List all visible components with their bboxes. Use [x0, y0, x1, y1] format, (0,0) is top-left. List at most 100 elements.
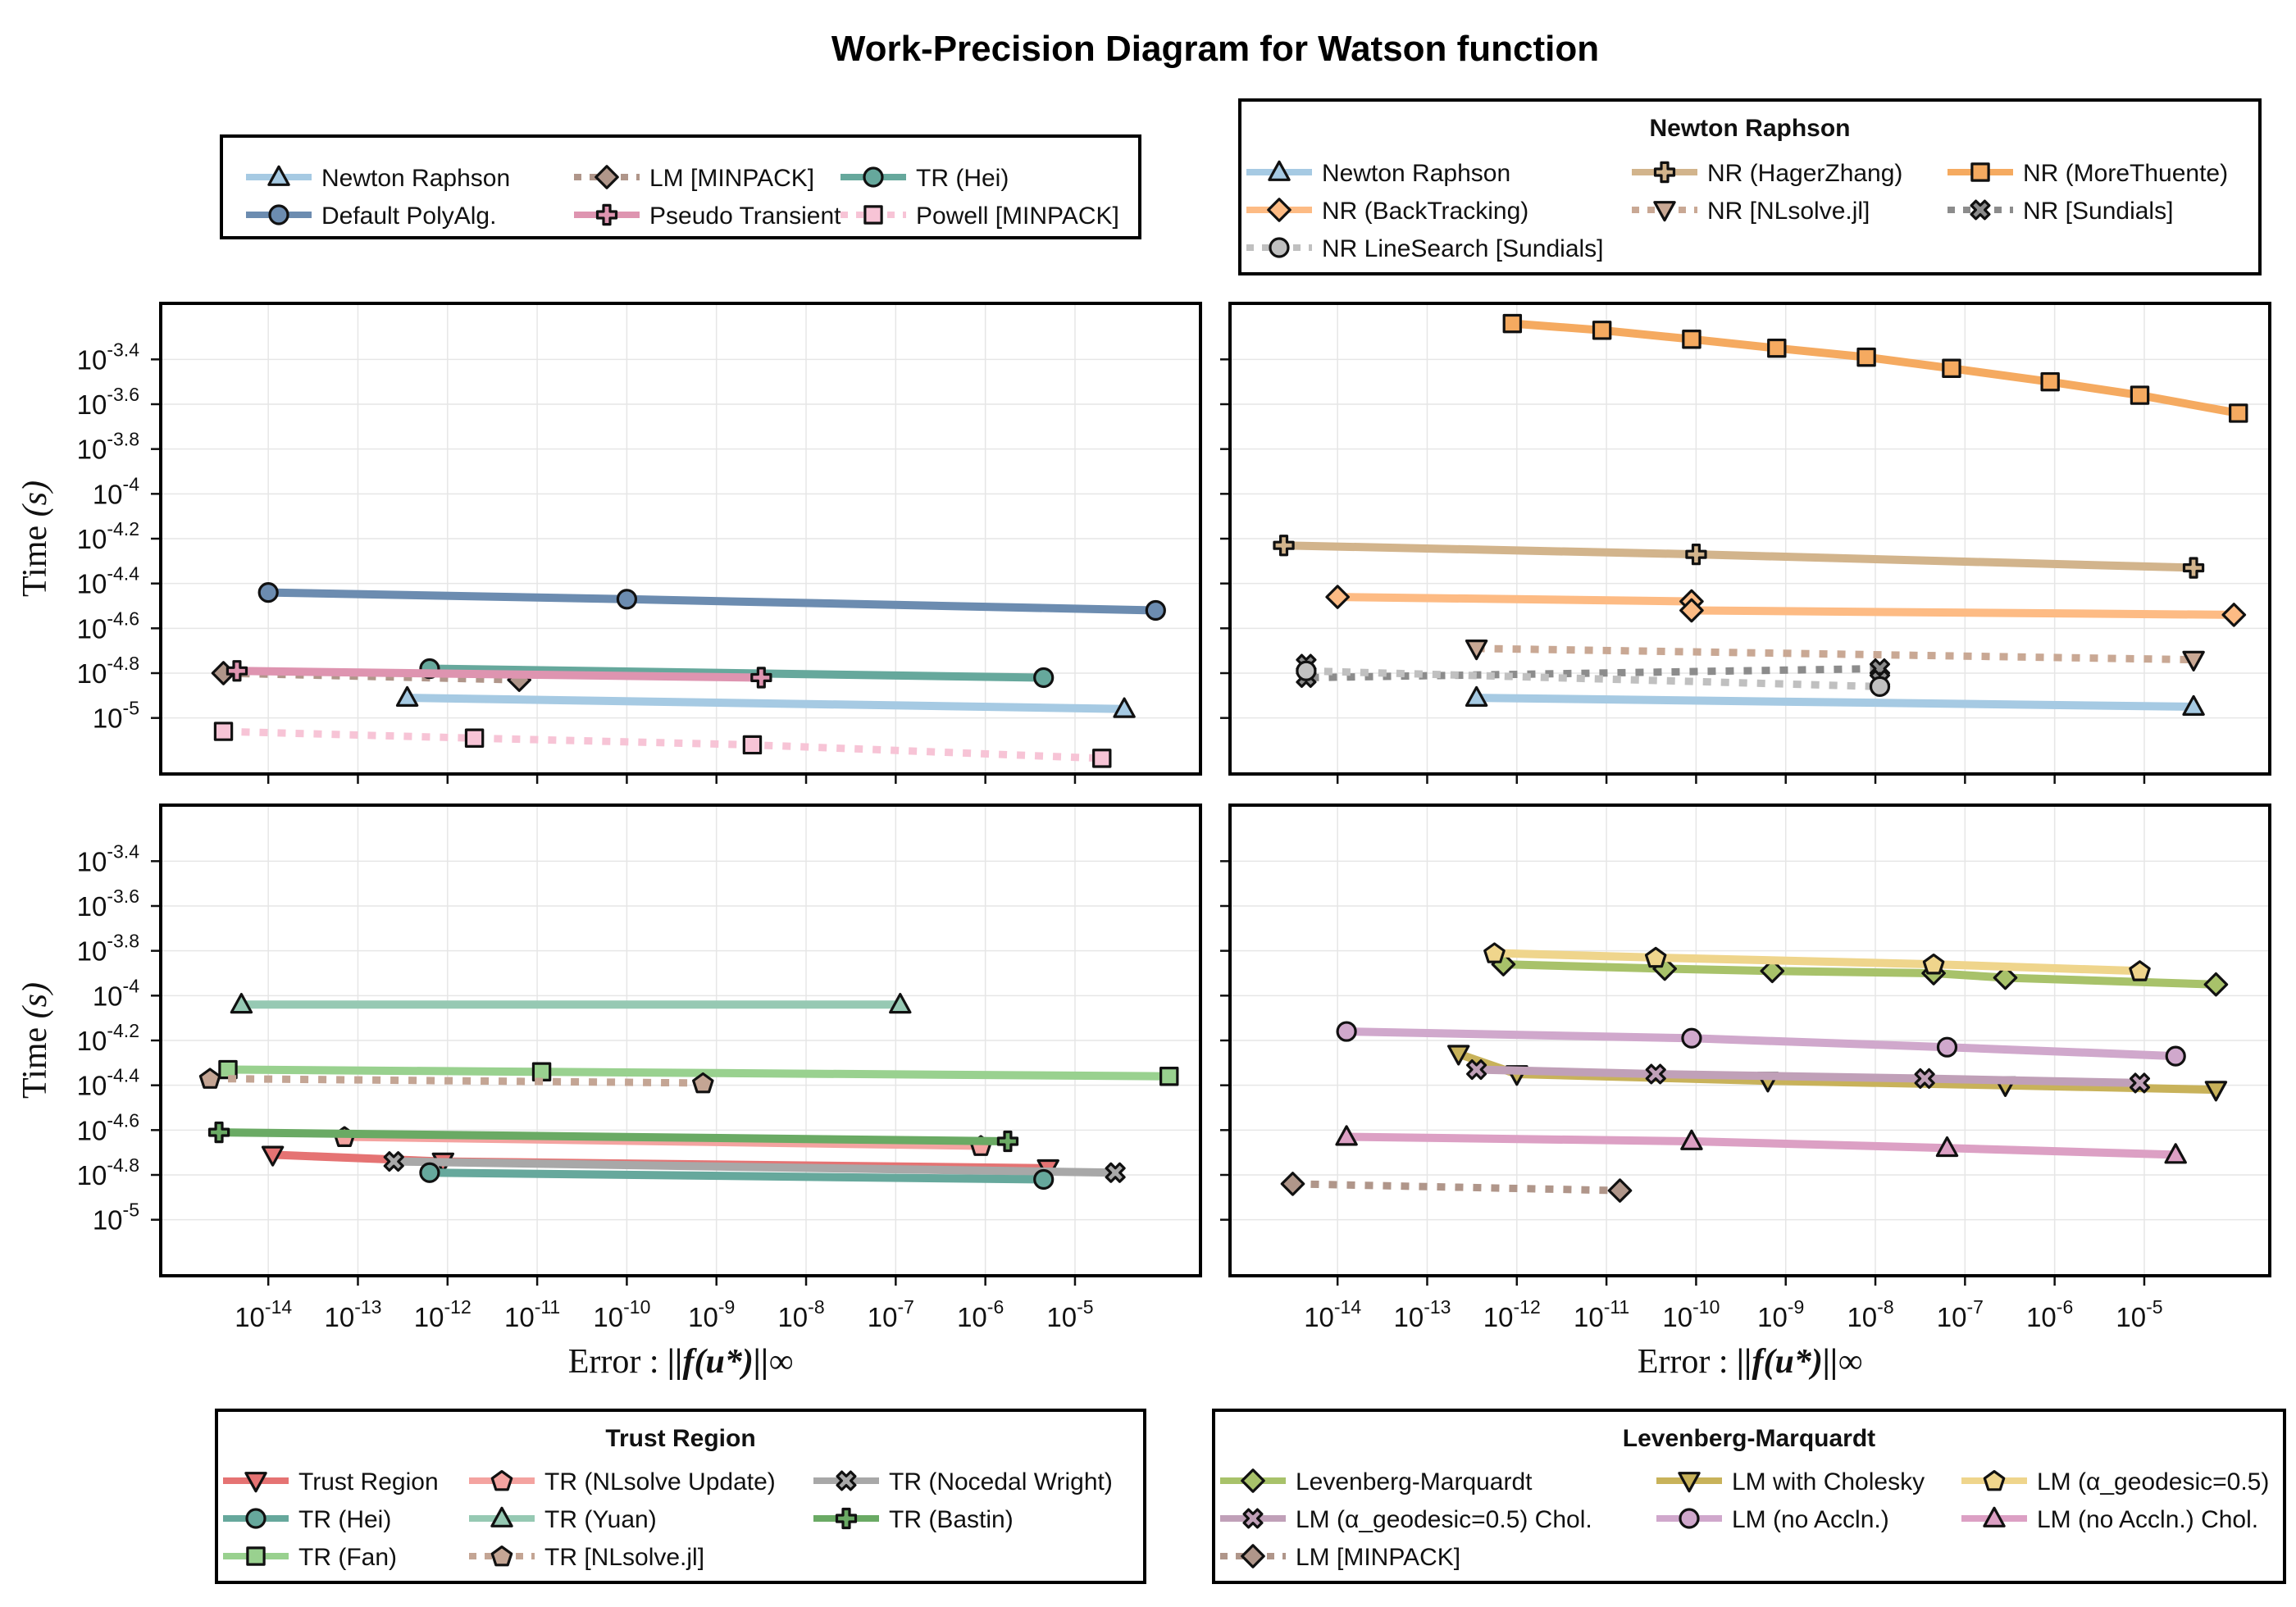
legend-marker [490, 1506, 513, 1527]
legend-entry-nr-morethuente: NR (MoreThuente) [1947, 160, 2228, 187]
data-point-powell-minpack [464, 728, 485, 748]
series-group [211, 581, 1166, 768]
legend-title: Levenberg-Marquardt [1623, 1425, 1875, 1452]
data-point-lm-no-accln-chol [1335, 1125, 1358, 1146]
series-line-nr-sundials [1302, 664, 1884, 681]
data-point-lm-with-cholesky [1446, 1045, 1470, 1066]
gridlines [161, 805, 1200, 1276]
x-tick-label: 10-5 [2116, 1296, 2162, 1332]
data-point-levenberg-marquardt [1993, 965, 2018, 990]
data-point-tr-fan [1159, 1067, 1179, 1086]
data-point-lm-geodesic-0-5-chol [1645, 1063, 1666, 1085]
data-point-nr-morethuente [2229, 403, 2248, 423]
y-tick-label: 10-4 [93, 473, 139, 509]
series-line-lm-geodesic-0-5 [1494, 949, 2140, 976]
data-point-trust-region [261, 1145, 285, 1167]
y-tick-labels: 10-3.4 10-3.6 10-3.8 10-4 10-4.2 10-4.4 10-4.6… [77, 339, 140, 733]
x-tick-label: 10-14 [235, 1296, 292, 1332]
legend-label: TR [NLsolve.jl] [544, 1544, 704, 1571]
legend-entry-tr-hei: TR (Hei) [223, 1506, 391, 1533]
x-tick-label: 10-8 [1847, 1296, 1893, 1332]
y-tick-label: 10-5 [93, 698, 139, 734]
legend-marker [490, 1545, 513, 1567]
legend-marker [267, 165, 290, 186]
legend-frame [215, 1409, 1146, 1584]
series-line-lm-no-accln-chol [1346, 1132, 2176, 1159]
data-point-tr-yuan [230, 992, 253, 1014]
legend-marker [595, 203, 618, 226]
legend-marker [244, 1472, 267, 1493]
data-point-nr-backtracking [2221, 603, 2247, 627]
data-point-newton-raphson [2182, 694, 2205, 717]
x-tick-label: 10-8 [777, 1296, 824, 1332]
legend-newton-raphson: Newton Raphson Newton Raphson NR (HagerZha… [1238, 98, 2262, 275]
y-tick-label: 10-3.8 [77, 931, 139, 967]
x-tick-label: 10-10 [593, 1296, 650, 1332]
legend-trust-region: Trust Region Trust Region TR (NLsolve Upda… [215, 1409, 1146, 1584]
legend-label: NR (HagerZhang) [1707, 160, 1902, 187]
data-point-tr-nocedal-wright [383, 1151, 404, 1172]
series-line-tr-hei [429, 1168, 1044, 1184]
axis-ticks [151, 358, 1077, 784]
axis-ticks [1220, 358, 2146, 784]
x-tick-label: 10-13 [324, 1296, 381, 1332]
legend-label: TR (NLsolve Update) [544, 1468, 776, 1495]
data-point-powell-minpack [742, 735, 763, 755]
legend-label: LM (α_geodesic=0.5) [2037, 1468, 2269, 1495]
plot-frame [159, 302, 1202, 776]
data-point-nr-morethuente [1856, 347, 1876, 367]
y-tick-label: 10-4.2 [77, 518, 139, 554]
x-tick-label: 10-5 [1046, 1296, 1093, 1332]
data-point-powell-minpack [1092, 749, 1112, 768]
x-tick-label: 10-10 [1662, 1296, 1720, 1332]
y-tick-label: 10-3.4 [77, 339, 140, 375]
plot-frame [159, 804, 1202, 1277]
data-point-tr-nlsolve-jl [198, 1068, 221, 1089]
x-axis-label: Error : ||f(u*)||∞ [1638, 1343, 1863, 1381]
legend-marker [594, 165, 619, 189]
series-line-tr-bastin [219, 1128, 1009, 1145]
x-tick-label: 10-11 [504, 1296, 560, 1332]
legend-label: TR (Hei) [916, 165, 1009, 192]
x-tick-label: 10-13 [1393, 1296, 1451, 1332]
data-point-tr-fan [218, 1059, 238, 1080]
legend-entry-levenberg-marquardt: Levenberg-Marquardt [1220, 1468, 1533, 1495]
x-tick-label: 10-6 [957, 1296, 1004, 1332]
data-point-tr-hei [1033, 1168, 1055, 1190]
legend-label: LM (α_geodesic=0.5) Chol. [1296, 1506, 1592, 1533]
legend-marker [1267, 198, 1292, 222]
data-point-pseudo-transient [750, 667, 772, 689]
legend-entry-tr-nlsolve-jl: TR [NLsolve.jl] [469, 1544, 704, 1571]
legend-entry-tr-nlsolve-update: TR (NLsolve Update) [469, 1468, 776, 1495]
data-point-nr-nlsolve-jl [1465, 639, 1488, 661]
legend-entry-newton-raphson: Newton Raphson [1246, 160, 1510, 187]
data-point-lm-with-cholesky [2204, 1081, 2228, 1102]
series-group [1280, 942, 2229, 1203]
series-line-nr-nlsolve-jl [1476, 644, 2194, 664]
panel-bottom-left: 10-3.4 10-3.6 10-3.8 10-4 10-4.2 10-4.4 10-4.6… [16, 804, 1202, 1381]
data-point-nr-hagerzhang [1685, 543, 1707, 566]
x-tick-label: 10-6 [2026, 1296, 2073, 1332]
data-point-tr-bastin [996, 1130, 1019, 1153]
y-tick-label: 10-4.2 [77, 1020, 139, 1056]
plot-frame [1228, 302, 2271, 776]
y-axis-label: Time (s) [16, 982, 54, 1099]
panel-top-right [1220, 302, 2271, 784]
data-point-tr-nocedal-wright [1105, 1162, 1126, 1183]
legend-entry-nr-sundials: NR [Sundials] [1947, 198, 2173, 225]
legend-entry-lm-geodesic-0-5: LM (α_geodesic=0.5) [1961, 1468, 2269, 1495]
legend-label: TR (Fan) [298, 1544, 397, 1571]
legend-entry-nr-nlsolve-jl: NR [NLsolve.jl] [1632, 198, 1870, 225]
legend-marker [1983, 1469, 2006, 1491]
legend-label: NR LineSearch [Sundials] [1322, 235, 1604, 262]
legend-label: Powell [MINPACK] [916, 203, 1119, 230]
legend-label: NR (MoreThuente) [2023, 160, 2228, 187]
legend-entry-lm-no-accln-chol: LM (no Accln.) Chol. [1961, 1506, 2258, 1533]
legend-label: Trust Region [298, 1468, 439, 1495]
data-point-lm-no-accln [1681, 1027, 1702, 1049]
legend-entry-powell-minpack: Powell [MINPACK] [840, 203, 1119, 230]
y-tick-label: 10-4.4 [77, 1065, 140, 1101]
x-tick-label: 10-14 [1304, 1296, 1361, 1332]
legend-marker [1970, 199, 1991, 221]
y-tick-label: 10-3.8 [77, 429, 139, 465]
